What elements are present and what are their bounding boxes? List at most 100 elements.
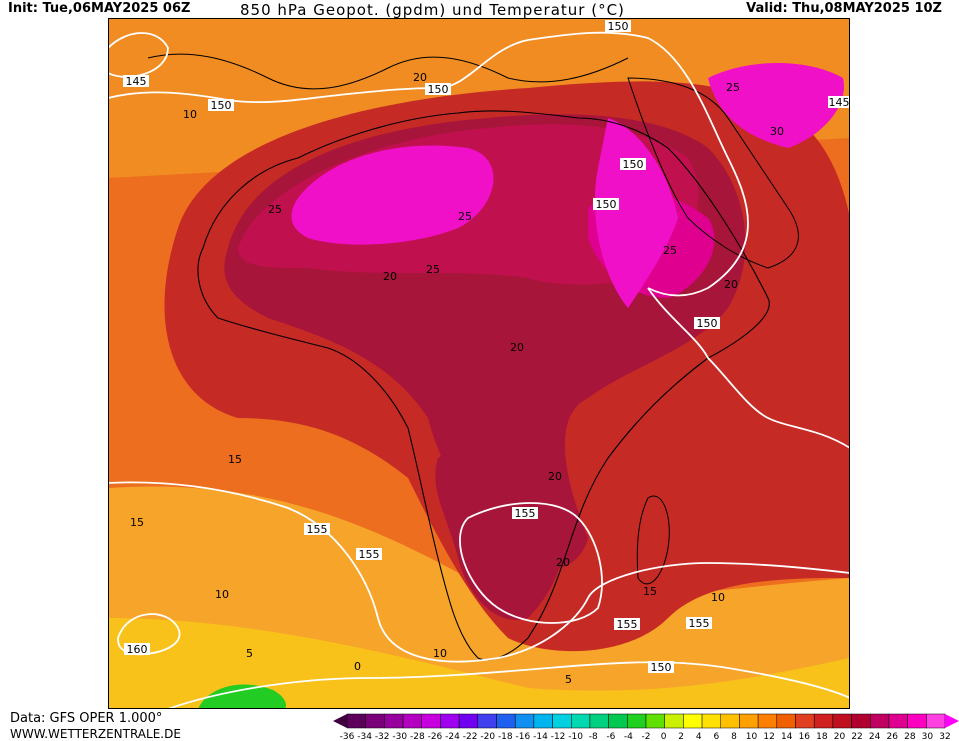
- legend-swatch: [477, 713, 497, 729]
- legend-swatch: [888, 713, 908, 729]
- isotherm-label: 0: [354, 660, 361, 673]
- isohypse-150-east: [647, 287, 850, 449]
- isohypse-150-north: [108, 31, 749, 297]
- legend-swatch: [851, 713, 871, 729]
- legend-swatch: [757, 713, 778, 729]
- legend-tick-label: -28: [410, 732, 425, 741]
- legend-swatch: [870, 713, 890, 729]
- isotherm-label: 5: [565, 673, 572, 686]
- legend-swatch: [552, 713, 572, 729]
- legend-tick-label: 30: [922, 732, 934, 741]
- legend-tick-label: -32: [375, 732, 390, 741]
- legend-swatch: [440, 713, 460, 729]
- madagascar-coast: [636, 495, 670, 585]
- svg-text:155: 155: [515, 507, 536, 520]
- isotherm-label: 20: [413, 71, 427, 84]
- isotherm-label: 25: [726, 81, 740, 94]
- legend-swatch: [571, 713, 591, 729]
- legend-swatch: [496, 713, 516, 729]
- legend-swatch: [365, 713, 385, 729]
- legend-tick-label: -36: [340, 732, 355, 741]
- map-frame: [108, 18, 850, 709]
- valid-time: Valid: Thu,08MAY2025 10Z: [746, 1, 942, 16]
- isotherm-label: 25: [426, 263, 440, 276]
- isohypse-label-13: 155: [686, 617, 712, 630]
- svg-text:155: 155: [359, 548, 380, 561]
- legend-tick-label: 18: [816, 732, 828, 741]
- isohypse-145-loop: [108, 32, 169, 78]
- svg-text:150: 150: [428, 83, 449, 96]
- ocean-far-south: [108, 618, 850, 709]
- isotherm-label: 25: [663, 244, 677, 257]
- website-credit: WWW.WETTERZENTRALE.DE: [10, 727, 181, 741]
- legend-tick-label: 32: [939, 732, 950, 741]
- isohypse-label-5: 150: [593, 198, 619, 211]
- isotherm-label: 20: [724, 278, 738, 291]
- svg-text:150: 150: [608, 20, 629, 33]
- isotherm-label: 15: [228, 453, 242, 466]
- isotherm-label: 10: [711, 591, 725, 604]
- legend-swatch: [421, 713, 441, 729]
- isotherm-label: 15: [643, 585, 657, 598]
- contour-labels: 150 150 150 150 150 150 145 145 155 155 …: [123, 20, 850, 686]
- europe-coastline: [147, 53, 629, 90]
- legend-tick-label: 24: [869, 732, 881, 741]
- isohypse-label-11: 155: [356, 548, 382, 561]
- legend-ticks: -36 -34 -32 -30 -28 -26 -24 -22 -20 -18 -16 -14 -12-…: [340, 732, 951, 741]
- isohypse-label-10: 155: [304, 523, 330, 536]
- svg-text:150: 150: [651, 661, 672, 674]
- legend-tick-label: -12: [551, 732, 566, 741]
- data-source: Data: GFS OPER 1.000°: [10, 711, 163, 726]
- legend-swatch: [813, 713, 834, 729]
- isohypse-label-4: 150: [620, 158, 646, 171]
- isohypse-150-south: [167, 661, 850, 709]
- legend-tick-label: 12: [763, 732, 774, 741]
- svg-text:150: 150: [623, 158, 644, 171]
- svg-text:155: 155: [689, 617, 710, 630]
- legend-swatch: [832, 713, 852, 729]
- legend-swatch: [645, 713, 665, 729]
- isotherm-label: 5: [246, 647, 253, 660]
- legend-tick-label: -8: [589, 732, 598, 741]
- legend-swatch: [346, 713, 366, 729]
- isohypse-label-7: 145: [123, 75, 149, 88]
- legend-tick-label: -10: [568, 732, 583, 741]
- legend-tick-label: -16: [516, 732, 531, 741]
- isohypse-155-loop: [459, 502, 603, 624]
- weather-map[interactable]: 150 150 150 150 150 150 145 145 155 155 …: [108, 18, 850, 709]
- legend-tick-label: -20: [480, 732, 495, 741]
- isohypse-160-loop: [117, 613, 181, 656]
- legend-swatch: [720, 713, 740, 729]
- legend-tick-label: 14: [781, 732, 793, 741]
- svg-text:150: 150: [211, 99, 232, 112]
- legend-swatch: [664, 713, 684, 729]
- legend-swatch: [589, 713, 609, 729]
- isotherm-label: 15: [130, 516, 144, 529]
- southern-africa-hot: [435, 448, 567, 620]
- legend-tick-label: -6: [606, 732, 615, 741]
- legend-swatch: [701, 713, 721, 729]
- legend-tick-label: -18: [498, 732, 513, 741]
- svg-text:160: 160: [127, 643, 148, 656]
- isotherm-label: 10: [183, 108, 197, 121]
- isotherm-label: 10: [433, 647, 447, 660]
- legend-swatch: [384, 713, 404, 729]
- legend-tick-label: 28: [904, 732, 916, 741]
- legend-tick-label: 2: [678, 732, 684, 741]
- isotherm-label: 20: [548, 470, 562, 483]
- isotherm-label: 25: [268, 203, 282, 216]
- svg-text:155: 155: [617, 618, 638, 631]
- legend-swatch: [926, 713, 946, 729]
- legend-tick-label: -22: [463, 732, 478, 741]
- legend-swatch: [608, 713, 628, 729]
- isohypse-155-south: [108, 481, 850, 663]
- legend-tick-label: 20: [834, 732, 846, 741]
- isohypse-label-1: 150: [605, 20, 631, 33]
- legend-tick-label: -26: [428, 732, 443, 741]
- extreme-heat-sahara: [291, 145, 494, 245]
- legend-swatch: [776, 713, 796, 729]
- svg-text:155: 155: [307, 523, 328, 536]
- legend-swatch: [514, 713, 535, 729]
- legend-tick-label: -2: [642, 732, 651, 741]
- isohypse-label-15: 150: [648, 661, 674, 674]
